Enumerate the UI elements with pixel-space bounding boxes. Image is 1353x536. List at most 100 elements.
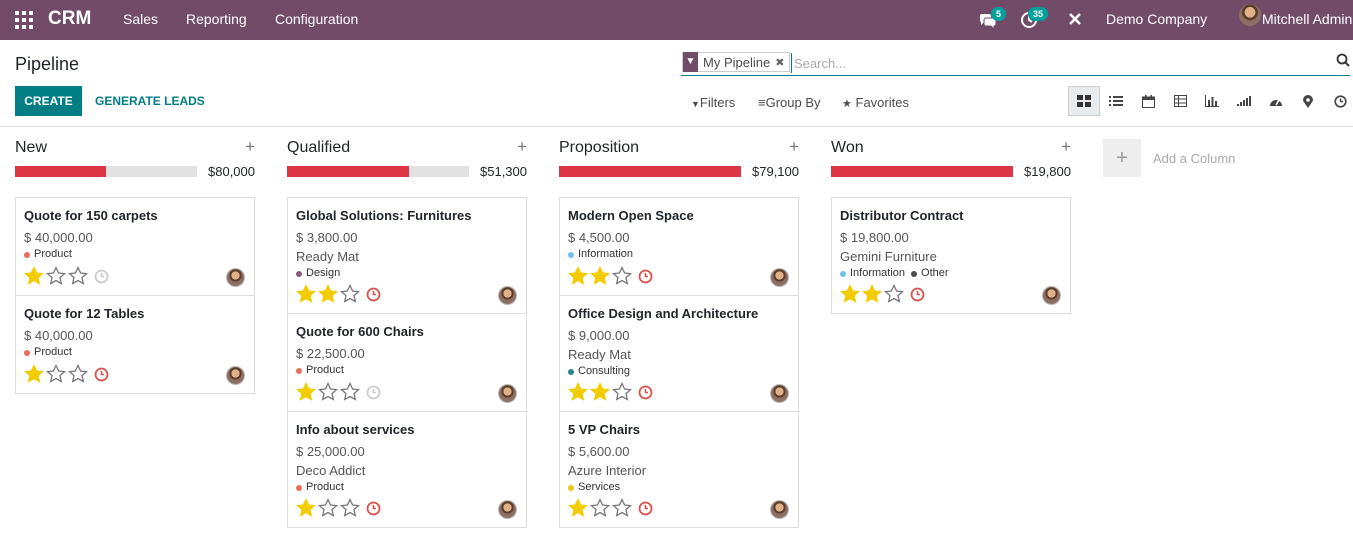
generate-leads-button[interactable]: GENERATE LEADS [95,94,205,108]
priority-star-icon[interactable] [296,284,316,304]
salesperson-avatar[interactable] [498,384,517,403]
activity-clock-icon[interactable] [366,287,381,302]
cohort-view-button[interactable] [1228,86,1260,116]
priority-star-icon[interactable] [46,266,66,286]
priority-star-icon[interactable] [612,498,632,518]
priority-star-icon[interactable] [340,284,360,304]
activities-badge: 35 [1028,7,1049,21]
company-switcher[interactable]: Demo Company [1106,11,1208,27]
column-progress-bar[interactable] [831,166,1013,177]
kanban-card[interactable]: 5 VP Chairs $ 5,600.00 Azure Interior Servi… [560,412,798,528]
priority-star-icon[interactable] [590,382,610,402]
activity-clock-icon[interactable] [638,385,653,400]
priority-star-icon[interactable] [318,382,338,402]
kanban-card[interactable]: Info about services $ 25,000.00 Deco Addic… [288,412,526,528]
priority-star-icon[interactable] [24,364,44,384]
filters-dropdown[interactable]: ▼Filters [691,95,735,110]
priority-star-icon[interactable] [590,266,610,286]
priority-star-icon[interactable] [568,382,588,402]
column-progress-bar[interactable] [559,166,741,177]
app-name[interactable]: CRM [48,8,92,29]
priority-star-icon[interactable] [296,382,316,402]
priority-star-icon[interactable] [612,266,632,286]
priority-star-icon[interactable] [318,498,338,518]
search-icon[interactable] [1336,53,1350,67]
priority-star-icon[interactable] [24,266,44,286]
priority-star-icon[interactable] [568,498,588,518]
quick-create-plus-icon[interactable]: + [245,137,255,156]
priority-star-icon[interactable] [68,364,88,384]
column-title[interactable]: Proposition [559,139,640,156]
user-avatar[interactable] [1239,4,1261,26]
priority-star-icon[interactable] [568,266,588,286]
priority-star-icon[interactable] [318,284,338,304]
column-title[interactable]: New [15,139,48,156]
priority-star-icon[interactable] [884,284,904,304]
kanban-card[interactable]: Modern Open Space $ 4,500.00 Information [560,198,798,296]
priority-star-icon[interactable] [46,364,66,384]
kanban-card[interactable]: Quote for 12 Tables $ 40,000.00 Product [16,296,254,394]
activity-clock-icon[interactable] [910,287,925,302]
dashboard-view-button[interactable] [1260,86,1292,116]
tag-label: Design [306,267,341,279]
priority-star-icon[interactable] [340,382,360,402]
priority-star-icon[interactable] [296,498,316,518]
user-menu[interactable]: Mitchell Admin [1262,11,1353,27]
priority-star-icon[interactable] [862,284,882,304]
favorites-dropdown[interactable]: ★ Favorites [842,95,909,110]
kanban-view-button[interactable] [1068,86,1100,116]
priority-star-icon[interactable] [840,284,860,304]
activity-view-button[interactable] [1324,86,1353,116]
remove-facet-icon[interactable]: ✖ [775,56,785,69]
salesperson-avatar[interactable] [770,500,789,519]
kanban-card[interactable]: Quote for 150 carpets $ 40,000.00 Product [16,198,254,296]
column-progress-bar[interactable] [15,166,197,177]
map-view-button[interactable] [1292,86,1324,116]
search-input[interactable] [791,53,1321,73]
search-facet[interactable]: ▼ My Pipeline ✖ [682,51,791,72]
priority-star-icon[interactable] [590,498,610,518]
kanban-card[interactable]: Quote for 600 Chairs $ 22,500.00 Product [288,314,526,412]
pivot-view-button[interactable] [1164,86,1196,116]
menu-sales[interactable]: Sales [123,11,159,27]
close-icon[interactable] [1068,12,1082,26]
list-view-button[interactable] [1100,86,1132,116]
activity-clock-icon[interactable] [638,269,653,284]
salesperson-avatar[interactable] [498,286,517,305]
column-progress-bar[interactable] [287,166,469,177]
salesperson-avatar[interactable] [1042,286,1061,305]
salesperson-avatar[interactable] [770,268,789,287]
priority-star-icon[interactable] [612,382,632,402]
salesperson-avatar[interactable] [226,366,245,385]
activity-clock-icon[interactable] [366,501,381,516]
menu-configuration[interactable]: Configuration [275,11,359,27]
kanban-card[interactable]: Office Design and Architecture $ 9,000.00… [560,296,798,412]
priority-star-icon[interactable] [68,266,88,286]
quick-create-plus-icon[interactable]: + [1061,137,1071,156]
activity-clock-icon[interactable] [638,501,653,516]
salesperson-avatar[interactable] [770,384,789,403]
groupby-dropdown[interactable]: ≡Group By [758,95,821,110]
add-column-plus-icon[interactable]: + [1103,139,1141,177]
kanban-card[interactable]: Distributor Contract $ 19,800.00 Gemini Fu… [832,198,1070,314]
priority-star-icon[interactable] [340,498,360,518]
column-title[interactable]: Qualified [287,139,351,156]
card-title: Quote for 150 carpets [24,208,158,223]
quick-create-plus-icon[interactable]: + [517,137,527,156]
calendar-view-button[interactable] [1132,86,1164,116]
kanban-card[interactable]: Global Solutions: Furnitures $ 3,800.00 Re… [288,198,526,314]
activity-clock-icon[interactable] [94,269,109,284]
app-menu-icon[interactable] [15,11,33,29]
menu-reporting[interactable]: Reporting [186,11,247,27]
quick-create-plus-icon[interactable]: + [789,137,799,156]
graph-view-button[interactable] [1196,86,1228,116]
salesperson-avatar[interactable] [498,500,517,519]
map-marker-icon [1303,94,1313,108]
column-total: $51,300 [480,164,527,179]
activity-clock-icon[interactable] [366,385,381,400]
salesperson-avatar[interactable] [226,268,245,287]
create-button[interactable]: CREATE [15,86,82,116]
activity-clock-icon[interactable] [94,367,109,382]
column-title[interactable]: Won [831,139,864,156]
messages-icon[interactable] [978,11,998,29]
